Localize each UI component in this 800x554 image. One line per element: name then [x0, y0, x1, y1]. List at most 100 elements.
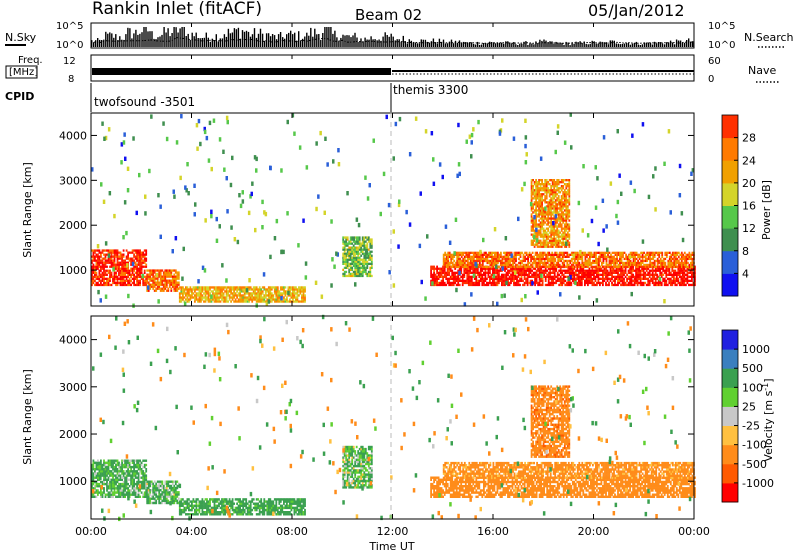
echo-cell: [587, 279, 589, 282]
echo-cell: [121, 255, 123, 258]
echo-cell: [128, 271, 131, 274]
echo-cell: [668, 259, 671, 263]
echo-cell: [177, 273, 180, 276]
echo-cell: [121, 259, 123, 262]
echo-cell: [560, 217, 563, 220]
echo-cell: [661, 261, 664, 265]
echo-cell: [680, 271, 683, 274]
echo-cell: [599, 281, 601, 285]
echo-cell: [635, 263, 638, 267]
echo-cell: [112, 255, 114, 258]
echo-cell: [652, 263, 655, 267]
echo-cell: [601, 261, 603, 265]
echo-cell: [531, 251, 534, 254]
echo-cell: [557, 223, 560, 226]
echo-cell: [637, 265, 639, 269]
echo-cell: [557, 181, 560, 184]
echo-cell: [437, 271, 440, 274]
noise-bar: [334, 30, 336, 47]
echo-cell: [542, 213, 545, 216]
echo-cell: [480, 255, 483, 258]
echo-cell: [137, 271, 140, 274]
echo-cell: [560, 265, 563, 269]
echo-cell: [520, 275, 523, 278]
echo-cell: [524, 263, 526, 267]
echo-cell: [348, 252, 351, 255]
echo-cell: [194, 288, 196, 291]
echo-cell: [343, 270, 346, 274]
cpid-mode-themis: themis 3300: [393, 83, 468, 97]
echo-cell: [687, 261, 689, 265]
echo-cell: [545, 233, 548, 236]
echo-cell: [538, 233, 540, 236]
echo-cell: [207, 290, 210, 293]
echo-cell: [678, 275, 681, 278]
echo-cell: [565, 213, 568, 216]
echo-cell: [221, 294, 223, 297]
echo-cell: [556, 189, 559, 192]
noise-bar: [629, 44, 632, 47]
echo-cell: [149, 277, 152, 280]
echo-cell: [147, 273, 150, 276]
echo-cell: [557, 225, 560, 228]
echo-cell: [116, 261, 119, 264]
echo-cell: [469, 251, 472, 254]
echo-cell: [279, 286, 282, 289]
echo-cell: [545, 211, 548, 214]
echo-cell: [682, 253, 685, 256]
echo-cell: [571, 275, 574, 278]
echo-cell: [608, 255, 611, 258]
echo-cell: [194, 290, 196, 293]
echo-cell: [349, 258, 352, 261]
echo-cell: [625, 263, 627, 267]
echo-cell: [541, 279, 544, 282]
echo-cell: [465, 251, 468, 254]
echo-cell: [685, 283, 687, 287]
echo-cell: [609, 267, 612, 270]
echo-cell: [564, 251, 567, 254]
echo-cell: [352, 272, 355, 276]
echo-cell: [176, 273, 179, 276]
echo-cell: [642, 277, 645, 280]
noise-bar: [404, 41, 406, 47]
echo-cell: [136, 253, 138, 256]
echo-cell: [645, 283, 648, 287]
echo-cell: [136, 281, 138, 285]
echo-cell: [591, 267, 594, 270]
echo-cell: [473, 277, 476, 280]
echo-cell: [363, 238, 366, 241]
echo-cell: [457, 257, 460, 261]
echo-cell: [192, 286, 195, 289]
echo-cell: [632, 251, 635, 254]
echo-cell: [602, 283, 604, 287]
echo-cell: [258, 300, 261, 303]
echo-cell: [95, 267, 98, 270]
echo-cell: [575, 253, 578, 256]
echo-cell: [503, 257, 505, 261]
noise-bar: [577, 42, 579, 47]
echo-cell: [167, 273, 170, 276]
echo-cell: [566, 183, 569, 186]
echo-cell: [593, 277, 595, 280]
echo-cell: [606, 273, 609, 276]
echo-cell: [469, 259, 472, 263]
noise-bar: [619, 44, 621, 47]
noise-bar: [354, 32, 356, 47]
echo-cell: [493, 283, 496, 287]
echo-cell: [349, 248, 352, 251]
echo-cell: [626, 283, 628, 287]
echo-cell: [137, 255, 140, 258]
noise-bar: [231, 32, 234, 47]
echo-cell: [588, 269, 591, 272]
echo-cell: [535, 203, 537, 206]
echo-cell: [95, 259, 98, 262]
echo-cell: [635, 273, 637, 276]
echo-cell: [364, 254, 367, 257]
echo-cell: [597, 267, 600, 270]
echo-cell: [677, 281, 680, 285]
echo-cell: [686, 277, 689, 280]
echo-cell: [360, 244, 363, 247]
echo-cell: [145, 253, 148, 256]
echo-cell: [557, 245, 560, 248]
echo-cell: [538, 199, 540, 202]
